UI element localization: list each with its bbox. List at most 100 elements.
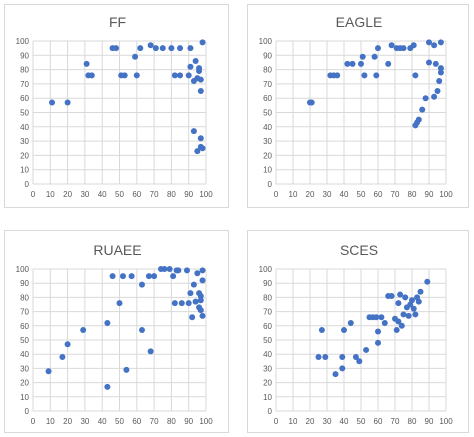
y-tick-label: 80	[263, 293, 272, 302]
x-tick-label: 10	[289, 417, 298, 426]
chart-panel-ruaee: RUAEE 0 10 20 30 40 50 60 70 80 90 100 0 10 20 30 40 50 60…	[4, 230, 229, 433]
data-point	[197, 135, 204, 142]
data-point	[334, 72, 341, 79]
data-point	[431, 42, 438, 49]
data-point	[64, 341, 71, 348]
data-point	[171, 72, 178, 79]
data-point	[197, 76, 204, 83]
y-tick-label: 0	[268, 180, 273, 189]
data-point	[400, 311, 407, 318]
x-tick-label: 70	[391, 417, 400, 426]
x-tick-label: 60	[374, 190, 383, 199]
data-point	[431, 93, 438, 100]
data-point	[152, 45, 159, 52]
data-point	[159, 45, 166, 52]
data-point	[356, 358, 363, 365]
data-point	[197, 292, 204, 299]
data-point	[415, 116, 422, 123]
y-tick-label: 0	[25, 407, 30, 416]
y-tick-label: 100	[16, 37, 30, 46]
data-point	[398, 322, 405, 329]
data-point	[339, 354, 346, 361]
data-point	[318, 327, 325, 334]
data-point	[187, 45, 194, 52]
data-point	[375, 339, 381, 346]
data-point	[116, 300, 123, 307]
data-point	[123, 366, 130, 373]
x-tick-label: 70	[150, 190, 159, 199]
data-point	[419, 106, 426, 113]
y-tick-label: 0	[268, 407, 273, 416]
x-tick-label: 90	[425, 190, 434, 199]
chart-title: SCES	[340, 242, 378, 258]
x-tick-label: 60	[132, 190, 141, 199]
data-point	[412, 72, 419, 79]
data-point	[422, 95, 429, 102]
x-tick-label: 50	[115, 417, 124, 426]
y-tick-label: 70	[20, 308, 29, 317]
x-tick-label: 20	[63, 417, 72, 426]
data-point	[109, 273, 116, 280]
data-point	[104, 319, 111, 326]
y-tick-label: 100	[259, 265, 273, 274]
data-point	[349, 60, 356, 67]
x-tick-label: 50	[115, 190, 124, 199]
data-point	[347, 319, 354, 326]
chart-ruaee: RUAEE 0 10 20 30 40 50 60 70 80 90 100 0 10 20 30 40 50 60…	[16, 242, 214, 426]
x-tick-label: 40	[98, 190, 107, 199]
data-point	[412, 311, 419, 318]
data-point	[121, 72, 128, 79]
data-point	[363, 346, 370, 353]
data-point	[190, 128, 197, 135]
x-tick-label: 70	[391, 190, 400, 199]
data-point	[194, 270, 201, 277]
y-tick-label: 30	[20, 364, 29, 373]
y-tick-label: 70	[20, 80, 29, 89]
x-tick-label: 40	[340, 417, 349, 426]
x-tick-label: 40	[98, 417, 107, 426]
data-point	[49, 99, 56, 106]
x-tick-label: 100	[439, 190, 453, 199]
data-point	[177, 72, 184, 79]
data-point	[199, 277, 206, 284]
data-point	[190, 281, 197, 288]
data-point	[189, 314, 196, 321]
data-point	[400, 45, 407, 52]
data-point	[308, 99, 315, 106]
data-point	[197, 307, 204, 314]
data-point	[361, 72, 368, 79]
data-point	[59, 354, 66, 361]
y-tick-label: 0	[25, 180, 30, 189]
y-tick-label: 60	[263, 322, 272, 331]
data-point	[113, 45, 120, 52]
y-tick-label: 30	[20, 137, 29, 146]
data-point	[332, 371, 339, 378]
data-point	[64, 99, 71, 106]
x-tick-label: 70	[150, 417, 159, 426]
x-tick-label: 100	[199, 190, 213, 199]
data-point	[385, 60, 392, 67]
chart-eagle: EAGLE 0 10 20 30 40 50 60 70 80 90 100 0 10 20 30 40 50 60…	[259, 14, 454, 199]
data-point	[373, 72, 380, 79]
y-tick-label: 70	[263, 80, 272, 89]
y-tick-label: 20	[20, 151, 29, 160]
x-tick-label: 80	[167, 190, 176, 199]
data-point	[402, 294, 409, 301]
data-point	[177, 45, 184, 52]
data-point	[426, 59, 432, 66]
y-tick-label: 90	[20, 279, 29, 288]
data-point	[88, 72, 95, 79]
data-point	[132, 53, 139, 60]
data-point	[395, 300, 402, 307]
data-point	[199, 145, 206, 152]
x-tick-label: 80	[408, 417, 417, 426]
y-tick-label: 50	[263, 336, 272, 345]
data-point	[170, 273, 177, 280]
data-point	[375, 328, 381, 335]
x-tick-label: 90	[425, 417, 434, 426]
data-point	[137, 45, 144, 52]
y-tick-label: 60	[20, 322, 29, 331]
y-tick-label: 10	[20, 166, 29, 175]
data-point	[196, 65, 203, 72]
data-point	[138, 327, 145, 334]
